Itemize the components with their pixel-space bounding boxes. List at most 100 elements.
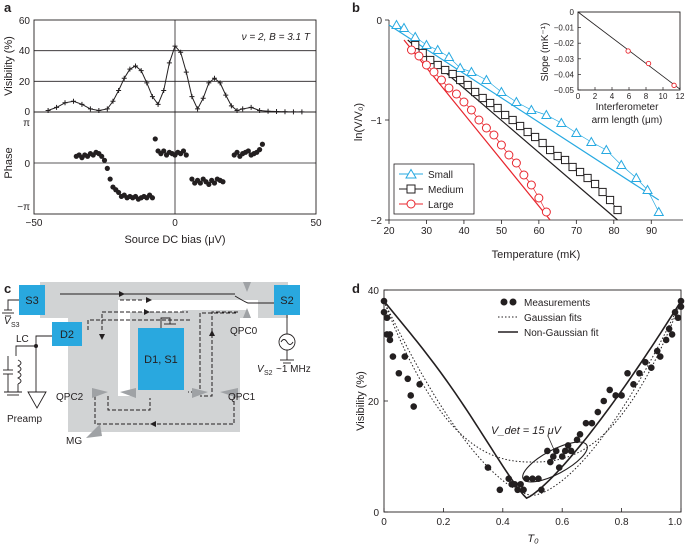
b-point-large bbox=[541, 207, 551, 217]
c-gate-qpc1-left bbox=[192, 388, 208, 398]
panel-label-b: b bbox=[352, 0, 360, 15]
b-point-small bbox=[570, 127, 582, 137]
b-point-medium bbox=[590, 179, 600, 189]
a-phase-point bbox=[104, 165, 110, 171]
b-xtick-90: 90 bbox=[646, 226, 658, 237]
b-inset-ytick-5: −0.05 bbox=[554, 86, 575, 95]
b-point-small bbox=[555, 117, 567, 127]
b-inset-series bbox=[577, 11, 681, 90]
d-measurement-point bbox=[636, 369, 643, 377]
d-xlabel: T₀ bbox=[527, 533, 539, 545]
a-top-point bbox=[223, 92, 229, 98]
b-point-medium bbox=[433, 60, 442, 70]
b-inset-xtick-10: 10 bbox=[659, 92, 668, 101]
c-etch-top bbox=[118, 300, 258, 310]
b-point-medium bbox=[613, 205, 622, 215]
b-point-medium bbox=[448, 69, 457, 79]
d-ylabel: Visibility (%) bbox=[355, 371, 367, 431]
b-point-small bbox=[653, 206, 665, 216]
c-arrow-top bbox=[119, 291, 125, 297]
b-inset-ylabel: Slope (mK⁻¹) bbox=[540, 23, 551, 82]
b-point-large bbox=[474, 115, 484, 125]
c-label-mg: MG bbox=[66, 436, 82, 447]
a-phase-point bbox=[149, 195, 156, 201]
c-arrow-right bbox=[209, 330, 215, 336]
b-legend-marker-small bbox=[405, 168, 417, 179]
c-contact-d2 bbox=[52, 322, 82, 346]
c-edge-channel-inner-top bbox=[101, 311, 188, 330]
a-top-point bbox=[228, 103, 234, 109]
b-point-medium bbox=[463, 80, 472, 90]
a-top-point bbox=[299, 109, 305, 115]
c-etch-right bbox=[246, 310, 258, 396]
c-inductor bbox=[16, 359, 22, 385]
d-non-gaussian-fit bbox=[383, 300, 682, 500]
d-annotation-vdet: V_det = 15 μV bbox=[491, 425, 563, 437]
a-top-point bbox=[104, 106, 110, 112]
d-xtick-0: 0 bbox=[381, 517, 387, 528]
d-measurement-point bbox=[612, 392, 619, 399]
b-point-small bbox=[421, 39, 432, 49]
b-inset-point bbox=[671, 82, 677, 88]
d-measurement-point bbox=[514, 486, 521, 494]
d-measurement-point bbox=[671, 308, 679, 316]
a-bottom-ytick-minus-pi: −π bbox=[17, 202, 30, 213]
a-top-point bbox=[217, 80, 223, 86]
b-xlabel: Temperature (mK) bbox=[492, 249, 581, 261]
c-node-lc bbox=[34, 344, 38, 348]
a-top-point bbox=[195, 106, 201, 112]
b-point-medium bbox=[508, 115, 517, 125]
a-top-ytick-20: 20 bbox=[19, 77, 31, 88]
d-gaussian-fit-2 bbox=[383, 300, 682, 463]
d-measurement-point bbox=[668, 331, 676, 338]
b-point-small bbox=[615, 159, 627, 169]
b-legend-label-medium: Medium bbox=[428, 185, 464, 196]
b-point-small bbox=[630, 172, 642, 182]
b-xtick-40: 40 bbox=[458, 226, 470, 237]
a-top-point bbox=[161, 88, 167, 94]
b-point-large bbox=[406, 45, 416, 55]
a-top-point bbox=[282, 109, 288, 115]
d-measurement-point bbox=[404, 375, 412, 383]
a-bottom-series bbox=[73, 136, 266, 202]
a-top-point bbox=[110, 98, 116, 104]
d-measurement-point bbox=[576, 431, 584, 438]
c-label-preamp: Preamp bbox=[7, 414, 42, 425]
d-measurement-point bbox=[594, 408, 602, 416]
a-annotation: ν = 2, B = 3.1 T bbox=[242, 32, 311, 43]
d-measurement-point bbox=[656, 353, 664, 360]
c-arrow-bottom bbox=[150, 421, 156, 427]
a-top-point bbox=[274, 109, 280, 115]
d-measurement-point bbox=[484, 464, 492, 471]
a-phase-point bbox=[259, 141, 266, 147]
b-point-medium bbox=[441, 65, 450, 75]
b-point-large bbox=[421, 60, 431, 70]
d-measurement-point bbox=[383, 314, 391, 322]
b-point-small bbox=[432, 44, 444, 54]
d-tick-marks bbox=[383, 289, 682, 513]
a-top-point bbox=[257, 107, 263, 113]
c-arrow-inner bbox=[144, 309, 150, 315]
a-phase-point bbox=[234, 149, 240, 155]
panel-a: 0 20 40 60 Visibility (%) ν = 2, B = 3.1… bbox=[3, 16, 322, 246]
a-top-ytick-0: 0 bbox=[24, 107, 30, 118]
c-ac-source-wave bbox=[280, 339, 294, 345]
a-bottom-ytick-0: 0 bbox=[24, 159, 30, 170]
d-legend-label-gaussian: Gaussian fits bbox=[524, 313, 582, 324]
b-fit-small bbox=[388, 24, 660, 201]
a-top-point bbox=[166, 60, 172, 66]
c-gate-qpc0-top bbox=[243, 282, 251, 292]
d-annotation-leader bbox=[547, 435, 556, 453]
d-measurement-point bbox=[662, 336, 670, 344]
panel-label-d: d bbox=[352, 281, 360, 296]
c-contact-s3 bbox=[19, 285, 45, 315]
c-gate-mg bbox=[86, 424, 102, 438]
a-phase-point bbox=[107, 176, 113, 182]
a-top-point bbox=[127, 66, 133, 72]
b-point-medium bbox=[516, 121, 525, 131]
a-top-point bbox=[116, 88, 122, 94]
a-top-point bbox=[133, 63, 139, 69]
d-measurement-point bbox=[555, 464, 563, 471]
b-point-large bbox=[534, 193, 544, 203]
a-top-point bbox=[79, 101, 85, 107]
